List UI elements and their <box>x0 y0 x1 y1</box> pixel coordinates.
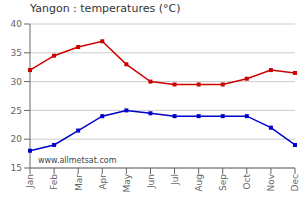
svg-text:35: 35 <box>11 48 22 58</box>
svg-text:25: 25 <box>11 106 22 116</box>
svg-text:Jan: Jan <box>25 174 35 189</box>
svg-text:Feb: Feb <box>49 174 59 190</box>
svg-text:Oct: Oct <box>242 174 252 190</box>
svg-text:Aug: Aug <box>194 174 204 192</box>
svg-text:May: May <box>122 173 132 192</box>
svg-text:30: 30 <box>11 77 23 87</box>
html-text:www.allmetsat.com: www.allmetsat.com <box>38 156 117 165</box>
svg-text:Nov: Nov <box>266 173 276 191</box>
svg-text:Jun: Jun <box>146 174 156 189</box>
svg-text:Sep: Sep <box>218 174 228 191</box>
svg-text:40: 40 <box>11 19 23 29</box>
svg-text:Dec: Dec <box>290 174 297 191</box>
svg-text:Mar: Mar <box>74 174 84 191</box>
svg-text:Apr: Apr <box>98 174 108 190</box>
html-text:Yangon : temperatures (°C): Yangon : temperatures (°C) <box>30 2 181 15</box>
svg-text:15: 15 <box>11 163 22 173</box>
svg-text:Jul: Jul <box>170 174 180 186</box>
svg-text:20: 20 <box>11 134 23 144</box>
